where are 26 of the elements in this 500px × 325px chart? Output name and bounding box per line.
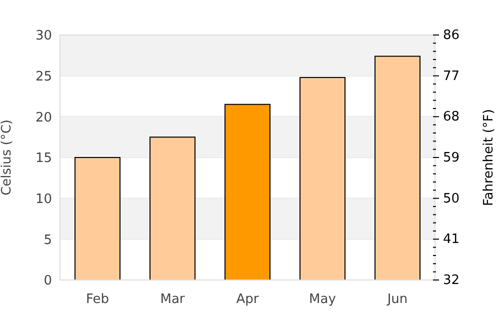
bar — [150, 136, 196, 280]
y-tick-label: 15 — [35, 151, 52, 166]
y-tick-label: 25 — [35, 69, 52, 84]
y2-tick-label: 41 — [443, 232, 460, 248]
bar — [300, 76, 346, 280]
y-tick-label: 0 — [44, 274, 52, 289]
x-tick-label: May — [309, 292, 336, 308]
x-tick-label: Feb — [86, 292, 110, 308]
y2-tick-label: 68 — [443, 110, 460, 125]
y-tick-label: 10 — [35, 192, 52, 207]
x-tick-label: Jun — [386, 292, 408, 308]
y2-tick-label: 50 — [443, 191, 460, 206]
x-tick-label: Apr — [236, 292, 260, 308]
y-axis-title: Celsius (°C) — [0, 120, 15, 196]
y2-tick-label: 59 — [443, 150, 460, 166]
x-tick-label: Mar — [160, 292, 186, 308]
bar — [74, 157, 120, 280]
y-tick-label: 5 — [44, 232, 52, 248]
y2-tick-label: 32 — [443, 273, 460, 288]
y-tick-label: 30 — [35, 28, 52, 44]
y2-tick-label: 77 — [443, 68, 460, 84]
y-tick-label: 20 — [35, 110, 52, 126]
y2-axis-title: Fahrenheit (°F) — [482, 109, 497, 206]
y2-tick-label: 86 — [443, 28, 460, 43]
bar — [374, 56, 420, 280]
bar — [224, 104, 270, 280]
